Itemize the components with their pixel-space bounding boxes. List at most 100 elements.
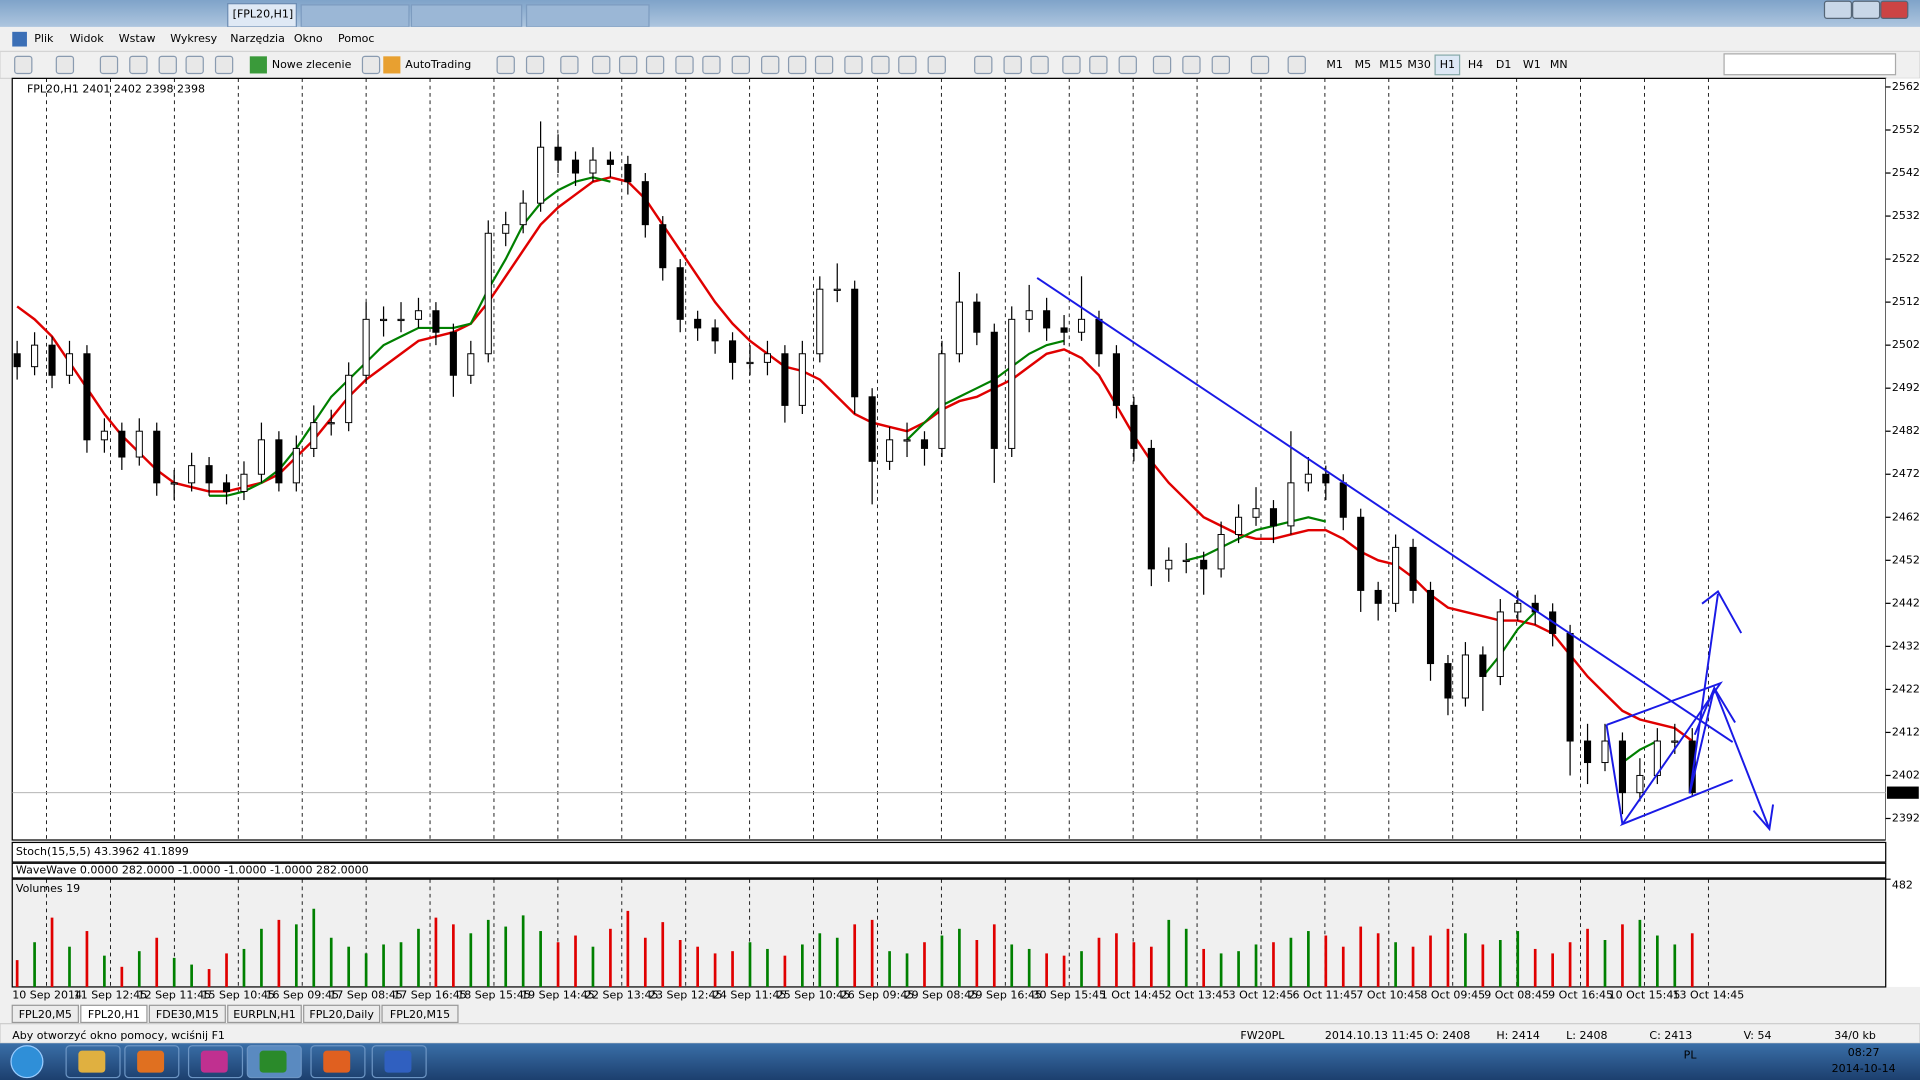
toolbar-button[interactable] [158, 55, 177, 75]
toolbar-button[interactable] [761, 55, 780, 75]
taskbar-item[interactable] [187, 1045, 244, 1079]
x-tick-label: 9 Oct 16:45 [1548, 989, 1613, 1002]
toolbar-button[interactable] [1152, 55, 1172, 75]
toolbar-button[interactable] [99, 55, 119, 75]
toolbar-button[interactable] [898, 55, 917, 75]
toolbar-button[interactable] [361, 55, 381, 75]
x-tick-label: 10 Oct 15:45 [1609, 989, 1681, 1002]
timeframe-button[interactable]: H4 [1468, 58, 1483, 71]
start-button[interactable] [10, 1045, 44, 1079]
menu-item[interactable]: Widok [70, 32, 104, 45]
toolbar-button[interactable] [1030, 55, 1049, 75]
toolbar-button[interactable] [702, 55, 721, 75]
blurred-tab[interactable] [300, 4, 410, 28]
y-tick-label: 2532 [1892, 209, 1920, 222]
status-low: L: 2408 [1566, 1029, 1607, 1042]
menu-item[interactable]: Okno [294, 32, 323, 45]
chart-tab[interactable] [227, 1004, 302, 1024]
timeframe-button[interactable]: M15 [1379, 58, 1403, 71]
chart-tab[interactable] [148, 1004, 226, 1024]
timeframe-button[interactable]: MN [1550, 58, 1568, 71]
toolbar-button[interactable] [214, 55, 234, 75]
y-tick-label: 2512 [1892, 295, 1920, 308]
menu-item[interactable]: Wstaw [119, 32, 156, 45]
toolbar-button[interactable] [1287, 55, 1306, 75]
taskbar-item[interactable] [310, 1045, 366, 1079]
candle-body [153, 430, 161, 484]
toolbar-button[interactable] [675, 55, 694, 75]
toolbar-button[interactable] [525, 55, 545, 75]
chart-tab[interactable] [80, 1004, 148, 1024]
toolbar-button[interactable] [496, 55, 515, 75]
window-control[interactable] [1823, 0, 1853, 19]
toolbar-button[interactable] [645, 55, 665, 75]
chart-tab-label[interactable]: FPL20,M5 [19, 1008, 72, 1021]
taskbar-item[interactable] [371, 1045, 427, 1079]
toolbar-button[interactable] [249, 56, 267, 74]
timeframe-button[interactable]: W1 [1523, 58, 1541, 71]
menu-item[interactable]: Plik [34, 32, 54, 45]
menu-item[interactable]: Pomoc [338, 32, 375, 45]
chart-tab-label[interactable]: FPL20,M15 [390, 1008, 450, 1021]
toolbar-button[interactable] [927, 55, 946, 75]
toolbar-button[interactable] [185, 55, 204, 75]
toolbar-button[interactable] [592, 55, 611, 75]
menu-item[interactable]: Narzędzia [230, 32, 285, 45]
toolbar-button[interactable] [1250, 55, 1270, 75]
toolbar-button[interactable] [1182, 55, 1201, 75]
toolbar-button[interactable] [560, 55, 579, 75]
chart-tab-label[interactable]: EURPLN,H1 [233, 1008, 296, 1021]
candle-body [781, 353, 789, 406]
taskbar [0, 1043, 1920, 1080]
blurred-tab[interactable] [525, 4, 650, 28]
toolbar-button[interactable] [974, 55, 993, 75]
x-tick-label: 29 Sep 16:45 [969, 989, 1043, 1002]
menu-item[interactable]: Wykresy [170, 32, 217, 45]
timeframe-button[interactable]: M30 [1407, 58, 1431, 71]
toolbar-button[interactable] [14, 55, 33, 75]
chart-tab[interactable] [11, 1004, 79, 1024]
x-tick-label: 17 Sep 16:45 [393, 989, 467, 1002]
x-tick-label: 1 Oct 14:45 [1101, 989, 1166, 1002]
toolbar-button[interactable] [55, 55, 75, 75]
new-order-button[interactable]: Nowe zlecenie [272, 58, 352, 71]
toolbar-button[interactable] [731, 55, 750, 75]
timeframe-button[interactable]: D1 [1496, 58, 1512, 71]
status-high: H: 2414 [1496, 1029, 1540, 1042]
candle-body [816, 288, 824, 355]
candle-body [955, 301, 963, 355]
toolbar-button[interactable] [1003, 55, 1022, 75]
window-control[interactable] [1880, 0, 1909, 19]
blurred-tab[interactable] [410, 4, 523, 28]
search-box[interactable] [1723, 53, 1897, 76]
window-control[interactable] [1852, 0, 1881, 19]
toolbar-button[interactable] [871, 55, 890, 75]
timeframe-button[interactable]: M5 [1355, 58, 1372, 71]
toolbar-button[interactable] [787, 55, 807, 75]
toolbar-button[interactable] [129, 55, 148, 75]
candle-body [397, 318, 405, 322]
taskbar-item[interactable] [65, 1045, 121, 1079]
autotrading-button[interactable]: AutoTrading [405, 58, 471, 71]
chart-tab-label[interactable]: FDE30,M15 [156, 1008, 219, 1021]
toolbar-button[interactable] [844, 55, 863, 75]
candle-body [292, 447, 300, 484]
taskbar-item[interactable] [124, 1045, 180, 1079]
toolbar-button[interactable] [383, 56, 401, 74]
toolbar-button[interactable] [1211, 55, 1230, 75]
timeframe-button[interactable]: H1 [1440, 58, 1455, 71]
candle-body [1566, 632, 1574, 742]
y-tick-label: 2492 [1892, 381, 1920, 394]
toolbar-button[interactable] [1089, 55, 1108, 75]
timeframe-button[interactable]: M1 [1326, 58, 1343, 71]
chart-tab[interactable] [381, 1004, 459, 1024]
toolbar-button[interactable] [618, 55, 638, 75]
toolbar-button[interactable] [1118, 55, 1137, 75]
toolbar-button[interactable] [814, 55, 834, 75]
chart-tab[interactable] [303, 1004, 381, 1024]
chart-tab-label[interactable]: FPL20,Daily [309, 1008, 374, 1021]
y-tick-label: 2462 [1892, 510, 1920, 523]
chart-tab-label[interactable]: FPL20,H1 [88, 1008, 140, 1021]
toolbar-button[interactable] [1062, 55, 1081, 75]
candle-body [886, 439, 894, 462]
